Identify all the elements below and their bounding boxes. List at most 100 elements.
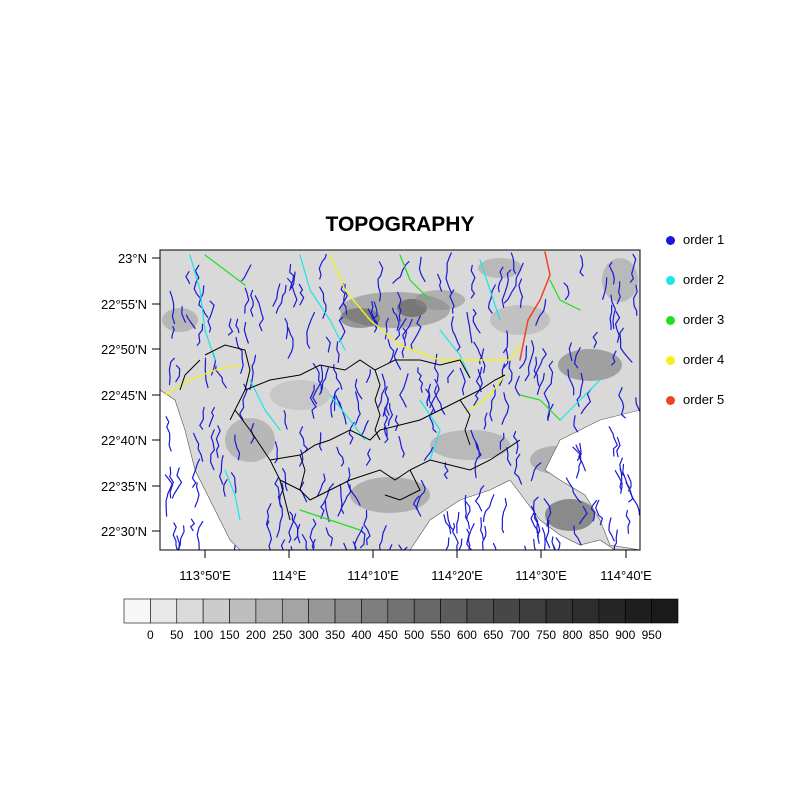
lat-tick-label: 22°55'N [101, 297, 147, 312]
lat-tick-label: 22°35'N [101, 479, 147, 494]
legend-label: order 4 [683, 352, 725, 367]
river-segment-order-1 [265, 503, 272, 525]
river-segment-order-1 [474, 440, 482, 479]
river-segment-order-1 [459, 367, 466, 396]
colorbar-swatch [519, 598, 547, 624]
colorbar-swatch [334, 598, 362, 624]
river-segment-order-1 [299, 426, 309, 453]
river-segment-order-1 [506, 447, 512, 466]
river-segment-order-1 [450, 316, 461, 352]
colorbar-tick-label: 950 [641, 628, 662, 642]
colorbar-labels: 0 50 100 150 200 250 300 350 400 450 500 550 600 650 7… [123, 628, 677, 644]
river-segment-order-1 [579, 255, 584, 277]
river-segment-order-1 [508, 359, 513, 385]
river-segment-order-2 [224, 469, 241, 521]
river-segment-order-1 [447, 369, 455, 384]
river-segment-order-1 [464, 494, 470, 530]
river-segment-order-1 [629, 253, 637, 283]
river-segment-order-1 [318, 253, 327, 280]
river-segment-order-1 [372, 301, 378, 329]
river-segment-order-1 [474, 485, 485, 512]
river-segment-order-1 [445, 537, 450, 550]
river-segment-order-1 [395, 318, 407, 341]
map-title: TOPOGRAPHY [325, 213, 475, 236]
river-segment-order-1 [274, 476, 280, 498]
river-segment-order-1 [590, 500, 597, 522]
river-segment-order-1 [387, 403, 394, 426]
river-segment-order-1 [499, 432, 505, 450]
river-segment-order-1 [423, 446, 434, 461]
river-segment-order-1 [207, 300, 215, 333]
elevation-colorbar [123, 598, 679, 624]
legend-item: order 4 [666, 352, 796, 392]
river-segment-order-1 [289, 511, 301, 544]
river-segment-order-2 [189, 254, 216, 361]
river-segment-order-1 [208, 406, 215, 428]
river-segment-order-1 [254, 295, 264, 332]
colorbar-swatch [493, 598, 521, 624]
river-segment-order-1 [169, 290, 176, 325]
river-segment-order-1 [250, 289, 254, 317]
river-segment-order-1 [274, 441, 279, 464]
legend-label: order 2 [683, 272, 725, 287]
legend-marker-icon [666, 396, 675, 405]
river-segment-order-1 [276, 495, 284, 538]
river-segment-order-1 [287, 327, 294, 359]
river-segment-order-1 [338, 316, 346, 342]
river-segment-order-1 [392, 307, 400, 331]
colorbar-swatch [572, 598, 600, 624]
river-segment-order-1 [401, 327, 408, 358]
colorbar-swatch [651, 598, 679, 624]
river-segment-order-1 [573, 347, 581, 369]
river-segment-order-1 [198, 285, 209, 318]
colorbar-tick-label: 500 [404, 628, 425, 642]
river-segment-order-1 [473, 369, 483, 406]
river-segment-order-1 [346, 467, 361, 506]
river-segment-order-1 [608, 261, 615, 285]
river-segment-order-1 [576, 372, 584, 407]
lat-tick-label: 22°30'N [101, 524, 147, 539]
river-segment-order-1 [384, 386, 390, 416]
river-segment-order-1 [377, 373, 386, 408]
river-segment-order-1 [398, 544, 403, 550]
river-segment-order-1 [336, 341, 340, 363]
lon-tick-label: 114°40'E [600, 568, 652, 583]
legend-marker-icon [666, 356, 675, 365]
legend-marker-icon [666, 236, 675, 245]
colorbar-swatch [229, 598, 257, 624]
colorbar-tick-label: 800 [562, 628, 583, 642]
colorbar-tick-label: 50 [170, 628, 184, 642]
legend-item: order 1 [666, 232, 796, 272]
river-segment-order-3 [549, 279, 581, 311]
river-segment-order-1 [619, 327, 633, 363]
axis-tick-labels: 23°N 22°55'N 22°50'N 22°45'N 22°40'N 22°35'N 2… [101, 251, 652, 583]
river-segment-order-1 [443, 514, 452, 535]
river-segment-order-1 [325, 336, 331, 353]
colorbar-swatch [123, 598, 151, 624]
river-segment-order-1 [573, 415, 579, 433]
river-segment-order-1 [530, 462, 542, 482]
colorbar-tick-label: 550 [430, 628, 451, 642]
river-segment-order-1 [501, 269, 512, 308]
river-segment-order-1 [483, 412, 488, 430]
legend-item: order 2 [666, 272, 796, 312]
river-segment-order-2 [439, 329, 471, 379]
lon-tick-label: 114°E [272, 568, 307, 583]
river-segment-order-1 [541, 527, 546, 550]
river-segment-order-1 [185, 314, 196, 329]
colorbar-tick-label: 300 [298, 628, 319, 642]
river-network [164, 251, 640, 550]
colorbar-tick-label: 200 [245, 628, 266, 642]
river-segment-order-1 [470, 429, 480, 458]
river-segment-order-1 [616, 436, 621, 458]
lon-tick-label: 113°50'E [179, 568, 231, 583]
river-segment-order-1 [446, 511, 455, 531]
river-segment-order-5 [519, 251, 551, 361]
river-segment-order-1 [193, 264, 201, 299]
river-segment-order-1 [287, 277, 298, 308]
river-segment-order-1 [365, 448, 371, 466]
river-segment-order-1 [545, 519, 551, 549]
river-segment-order-1 [418, 256, 426, 282]
river-segment-order-1 [275, 284, 287, 314]
